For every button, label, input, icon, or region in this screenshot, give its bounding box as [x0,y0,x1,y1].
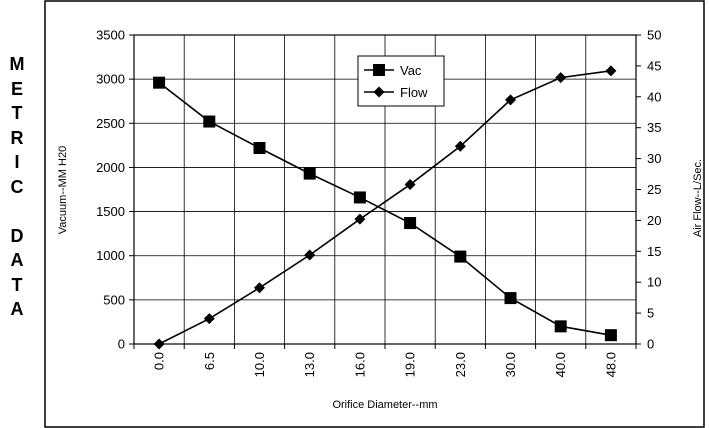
side-letter: C [10,176,24,197]
flow-point [203,313,215,325]
x-tick-label: 16.0 [352,352,367,377]
x-tick-label: 13.0 [302,352,317,377]
y2-tick-label: 35 [647,120,661,135]
y-tick-label: 1000 [96,248,125,263]
y-tick-label: 2000 [96,160,125,175]
figure-border [44,0,705,428]
x-tick-label: 0.0 [152,352,167,370]
x-tick-label: 19.0 [403,352,418,377]
y2-tick-label: 45 [647,58,661,73]
right-y-axis: 0 5 10 15 20 25 30 35 40 45 50 [636,28,661,352]
legend-box [357,55,445,107]
vac-point [253,142,266,155]
y2-axis-title: Air Flow--L/Sec. [692,159,704,237]
vac-point [303,167,316,180]
y-tick-label: 3000 [96,72,125,87]
x-axis: 0.0 6.5 10.0 13.0 16.0 19.0 23.0 30.0 40.0 48.0 [133,344,637,377]
y-axis-title: Vacuum--MM H20 [57,146,69,234]
y-tick-label: 1500 [96,204,125,219]
x-tick-label: 40.0 [553,352,568,377]
y2-tick-label: 30 [647,151,661,166]
y2-tick-label: 10 [647,275,661,290]
legend-label: Vac [400,63,422,78]
vac-point [153,76,166,89]
flow-point [505,94,516,106]
legend-label: Flow [400,85,428,100]
x-tick-label: 23.0 [453,352,468,377]
flow-point [454,140,466,152]
x-tick-label: 30.0 [503,352,518,377]
series-line-flow [158,70,612,345]
y-tick-label: 0 [118,337,125,352]
x-tick-label: 10.0 [252,352,267,377]
y2-tick-label: 20 [647,213,661,228]
left-y-axis: 0 500 1000 1500 2000 2500 3000 3500 [96,28,134,352]
flow-point [153,338,165,350]
y-tick-label: 3500 [96,28,125,43]
side-letter: A [10,299,24,319]
flow-point [555,72,567,84]
y2-tick-label: 50 [647,28,661,43]
series-layer [153,65,617,350]
legend: Vac Flow [357,55,445,107]
x-axis-title: Orifice Diameter--mm [332,399,437,411]
legend-marker-square [373,64,385,76]
y-tick-label: 500 [103,292,125,307]
flow-point [304,249,316,261]
flow-point [254,282,265,294]
x-tick-label: 6.5 [202,352,217,370]
y2-tick-label: 25 [647,182,661,197]
vac-point [604,329,617,342]
vac-point [404,217,417,230]
side-letter: R [10,127,24,148]
side-letter: D [10,225,24,246]
vac-point [353,191,366,204]
y2-tick-label: 0 [647,337,654,352]
vac-point [454,250,467,263]
y2-tick-label: 5 [647,306,654,321]
flow-point [354,213,366,225]
side-letter: E [10,78,23,99]
flow-point [404,179,416,191]
x-tick-label: 48.0 [603,352,618,377]
y2-tick-label: 40 [647,89,661,104]
flow-point [605,65,617,77]
side-letter: A [10,250,24,270]
legend-marker-diamond [373,86,385,98]
side-letter: T [11,274,23,295]
vac-point [554,320,567,333]
series-line-vac [158,82,612,336]
side-letter: I [14,152,20,172]
side-letter: T [11,103,23,123]
vac-point [203,115,216,128]
y-tick-label: 2500 [96,116,125,131]
vac-point [504,292,517,305]
side-letter: M [9,54,25,74]
y2-tick-label: 15 [647,244,661,259]
